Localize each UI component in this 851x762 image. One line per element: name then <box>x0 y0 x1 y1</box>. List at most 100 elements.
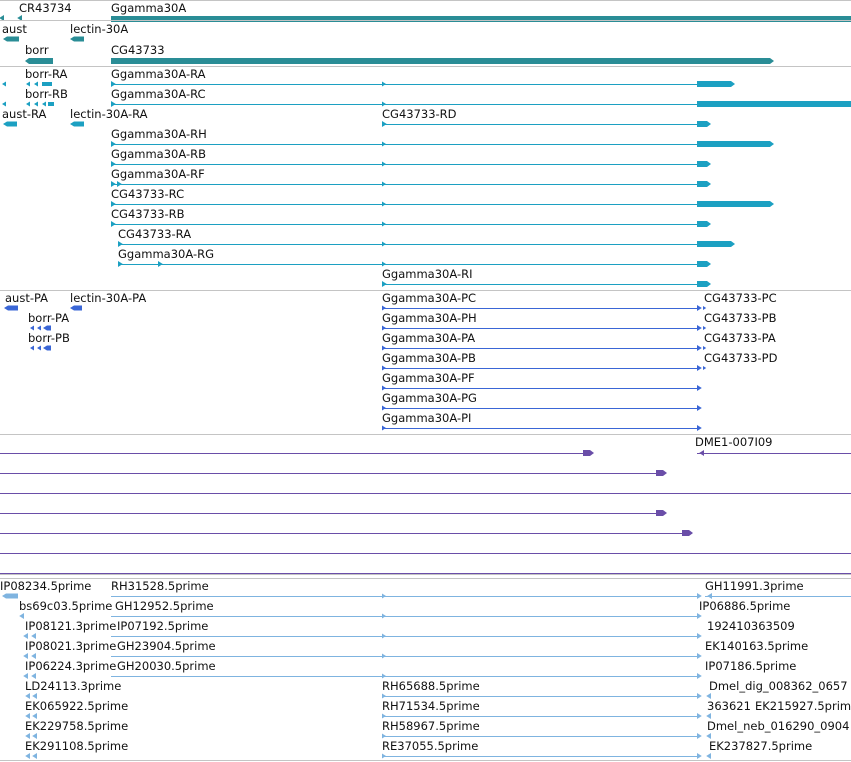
exon-end-block <box>43 345 51 351</box>
transcript-label[interactable]: CG43733-RB <box>111 207 185 221</box>
protein-label[interactable]: Ggamma30A-PA <box>382 331 476 345</box>
protein-label[interactable]: Ggamma30A-PC <box>382 291 477 305</box>
protein-label[interactable]: borr-PB <box>28 331 70 345</box>
gene-label[interactable]: CR43734 <box>19 1 72 15</box>
est-label[interactable]: GH11991.3prime <box>705 579 804 593</box>
arrow-right-icon <box>382 733 386 739</box>
gene-label[interactable]: CG43733 <box>111 43 165 57</box>
exon-end-block <box>70 121 84 127</box>
est-label[interactable]: IP06224.3prime <box>25 659 117 673</box>
arrow-left-icon <box>2 101 6 107</box>
protein-label[interactable]: lectin-30A-PA <box>70 291 147 305</box>
clone-label[interactable]: DME1-007I09 <box>695 435 773 449</box>
transcript-label[interactable]: CG43733-RA <box>118 227 192 241</box>
est-label[interactable]: RH58967.5prime <box>382 719 480 733</box>
exon-end-block <box>3 36 19 42</box>
gene-label[interactable]: Ggamma30A <box>111 1 187 15</box>
arrow-right-icon <box>382 405 386 411</box>
est-label[interactable]: RH71534.5prime <box>382 699 480 713</box>
exon-end-block <box>43 325 51 331</box>
est-label[interactable]: EK065922.5prime <box>25 699 129 713</box>
est-label[interactable]: EK237827.5prime <box>709 739 813 753</box>
est-label[interactable]: Dmel_neb_016290_0904 <box>707 719 850 733</box>
arrow-right-icon <box>697 633 702 639</box>
transcript-label[interactable]: lectin-30A-RA <box>70 107 148 121</box>
arrow-left-icon <box>30 325 34 331</box>
est-label[interactable]: GH12952.5prime <box>115 599 214 613</box>
protein-label[interactable]: Ggamma30A-PG <box>382 391 477 405</box>
track-separator <box>0 574 851 575</box>
transcript-label[interactable]: Ggamma30A-RA <box>111 67 206 81</box>
transcript-label[interactable]: Ggamma30A-RG <box>118 247 215 261</box>
exon-end-block <box>682 530 693 536</box>
est-label[interactable]: IP08121.3prime <box>25 619 117 633</box>
transcript-label[interactable]: borr-RB <box>25 87 68 101</box>
protein-label[interactable]: Ggamma30A-PB <box>382 351 476 365</box>
arrow-left-icon <box>32 733 37 739</box>
transcript-label[interactable]: Ggamma30A-RI <box>382 267 473 281</box>
est-label[interactable]: IP08021.3prime <box>25 639 117 653</box>
arrow-right-icon <box>118 261 123 267</box>
arrow-right-icon <box>382 305 386 311</box>
exon-end-block <box>697 81 735 87</box>
arrow-right-icon <box>382 425 386 431</box>
exon-end-block <box>697 221 711 227</box>
arrow-left-icon <box>32 753 37 759</box>
est-label[interactable]: IP07186.5prime <box>705 659 797 673</box>
protein-label[interactable]: CG43733-PC <box>704 291 777 305</box>
arrow-right-icon <box>382 141 386 147</box>
est-label[interactable]: IP07192.5prime <box>117 619 209 633</box>
est-label[interactable]: RH31528.5prime <box>111 579 209 593</box>
arrow-left-icon <box>25 733 30 739</box>
arrow-left-icon <box>25 713 30 719</box>
est-label[interactable]: 363621 <box>707 699 751 713</box>
transcript-label[interactable]: Ggamma30A-RH <box>111 127 207 141</box>
protein-label[interactable]: Ggamma30A-PI <box>382 411 472 425</box>
protein-label[interactable]: CG43733-PA <box>704 331 776 345</box>
transcript-label[interactable]: Ggamma30A-RF <box>111 167 205 181</box>
est-label[interactable]: GH20030.5prime <box>117 659 216 673</box>
est-label[interactable]: LD24113.3prime <box>25 679 122 693</box>
transcript-label[interactable]: borr-RA <box>25 67 68 81</box>
est-label[interactable]: RE37055.5prime <box>382 739 479 753</box>
exon-end-block <box>25 58 53 64</box>
arrow-left-icon <box>23 673 28 679</box>
est-label[interactable]: GH23904.5prime <box>117 639 216 653</box>
est-label[interactable]: IP06886.5prime <box>699 599 791 613</box>
exon-end-block <box>697 181 711 187</box>
est-label[interactable]: IP08234.5prime <box>0 579 92 593</box>
transcript-label[interactable]: aust-RA <box>2 107 47 121</box>
protein-label[interactable]: CG43733-PB <box>704 311 777 325</box>
gene-label[interactable]: lectin-30A <box>70 22 129 36</box>
protein-label[interactable]: Ggamma30A-PF <box>382 371 475 385</box>
arrow-left-icon <box>37 345 41 351</box>
arrow-right-icon <box>697 365 702 371</box>
gene-label[interactable]: borr <box>25 43 49 57</box>
arrow-left-icon <box>23 633 28 639</box>
est-label[interactable]: RH65688.5prime <box>382 679 480 693</box>
protein-label[interactable]: aust-PA <box>5 291 49 305</box>
est-label[interactable]: EK229758.5prime <box>25 719 129 733</box>
transcript-label[interactable]: CG43733-RD <box>382 107 457 121</box>
transcript-label[interactable]: Ggamma30A-RB <box>111 147 206 161</box>
arrow-right-icon <box>382 325 386 331</box>
est-label[interactable]: EK140163.5prime <box>705 639 809 653</box>
est-label[interactable]: Dmel_dig_008362_0657 <box>709 679 848 693</box>
est-label[interactable]: 192410363509 <box>707 619 795 633</box>
arrow-left-icon <box>707 593 712 599</box>
protein-label[interactable]: borr-PA <box>28 311 70 325</box>
est-label[interactable]: EK291108.5prime <box>25 739 129 753</box>
est-label[interactable]: bs69c03.5prime <box>19 599 113 613</box>
protein-label[interactable]: CG43733-PD <box>704 351 778 365</box>
transcript-label[interactable]: Ggamma30A-RC <box>111 87 206 101</box>
arrow-left-icon <box>25 753 30 759</box>
protein-label[interactable]: Ggamma30A-PH <box>382 311 477 325</box>
gene-label[interactable]: aust <box>2 22 27 36</box>
track-separator <box>0 0 851 1</box>
arrow-right-icon <box>382 693 386 699</box>
arrow-right-icon <box>382 101 386 107</box>
transcript-label[interactable]: CG43733-RC <box>111 187 185 201</box>
arrow-right-icon <box>382 221 386 227</box>
est-label[interactable]: EK215927.5prime <box>755 699 851 713</box>
